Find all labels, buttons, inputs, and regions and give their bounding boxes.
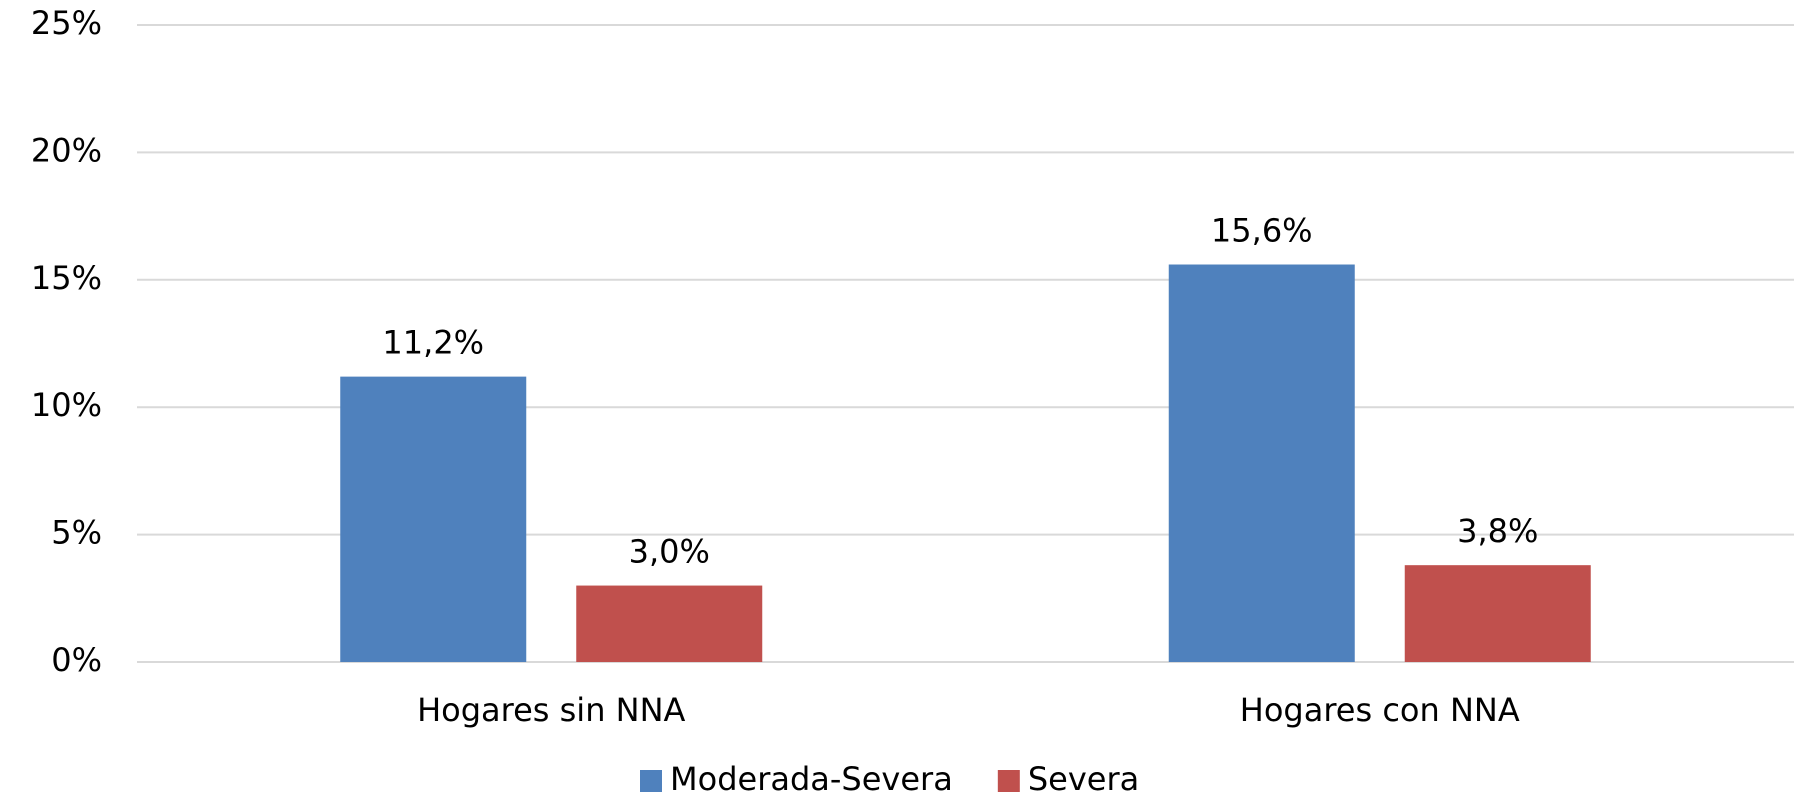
legend-label: Moderada-Severa <box>670 760 953 798</box>
y-tick-label: 0% <box>51 641 102 679</box>
bar <box>576 585 763 662</box>
x-tick-label: Hogares con NNA <box>1240 691 1520 729</box>
bar <box>340 376 527 662</box>
y-tick-label: 15% <box>31 259 102 297</box>
y-tick-label: 5% <box>51 514 102 552</box>
data-label: 11,2% <box>382 324 484 362</box>
data-label: 15,6% <box>1211 212 1313 250</box>
x-tick-label: Hogares sin NNA <box>417 691 685 729</box>
data-label: 3,8% <box>1457 512 1538 550</box>
bar <box>1404 565 1591 662</box>
y-tick-label: 10% <box>31 386 102 424</box>
y-tick-label: 25% <box>31 4 102 42</box>
legend-swatch <box>997 770 1020 792</box>
bar <box>1168 264 1355 662</box>
legend-swatch <box>640 770 662 792</box>
legend-label: Severa <box>1028 760 1139 798</box>
data-label: 3,0% <box>629 533 710 571</box>
y-tick-label: 20% <box>31 131 102 169</box>
